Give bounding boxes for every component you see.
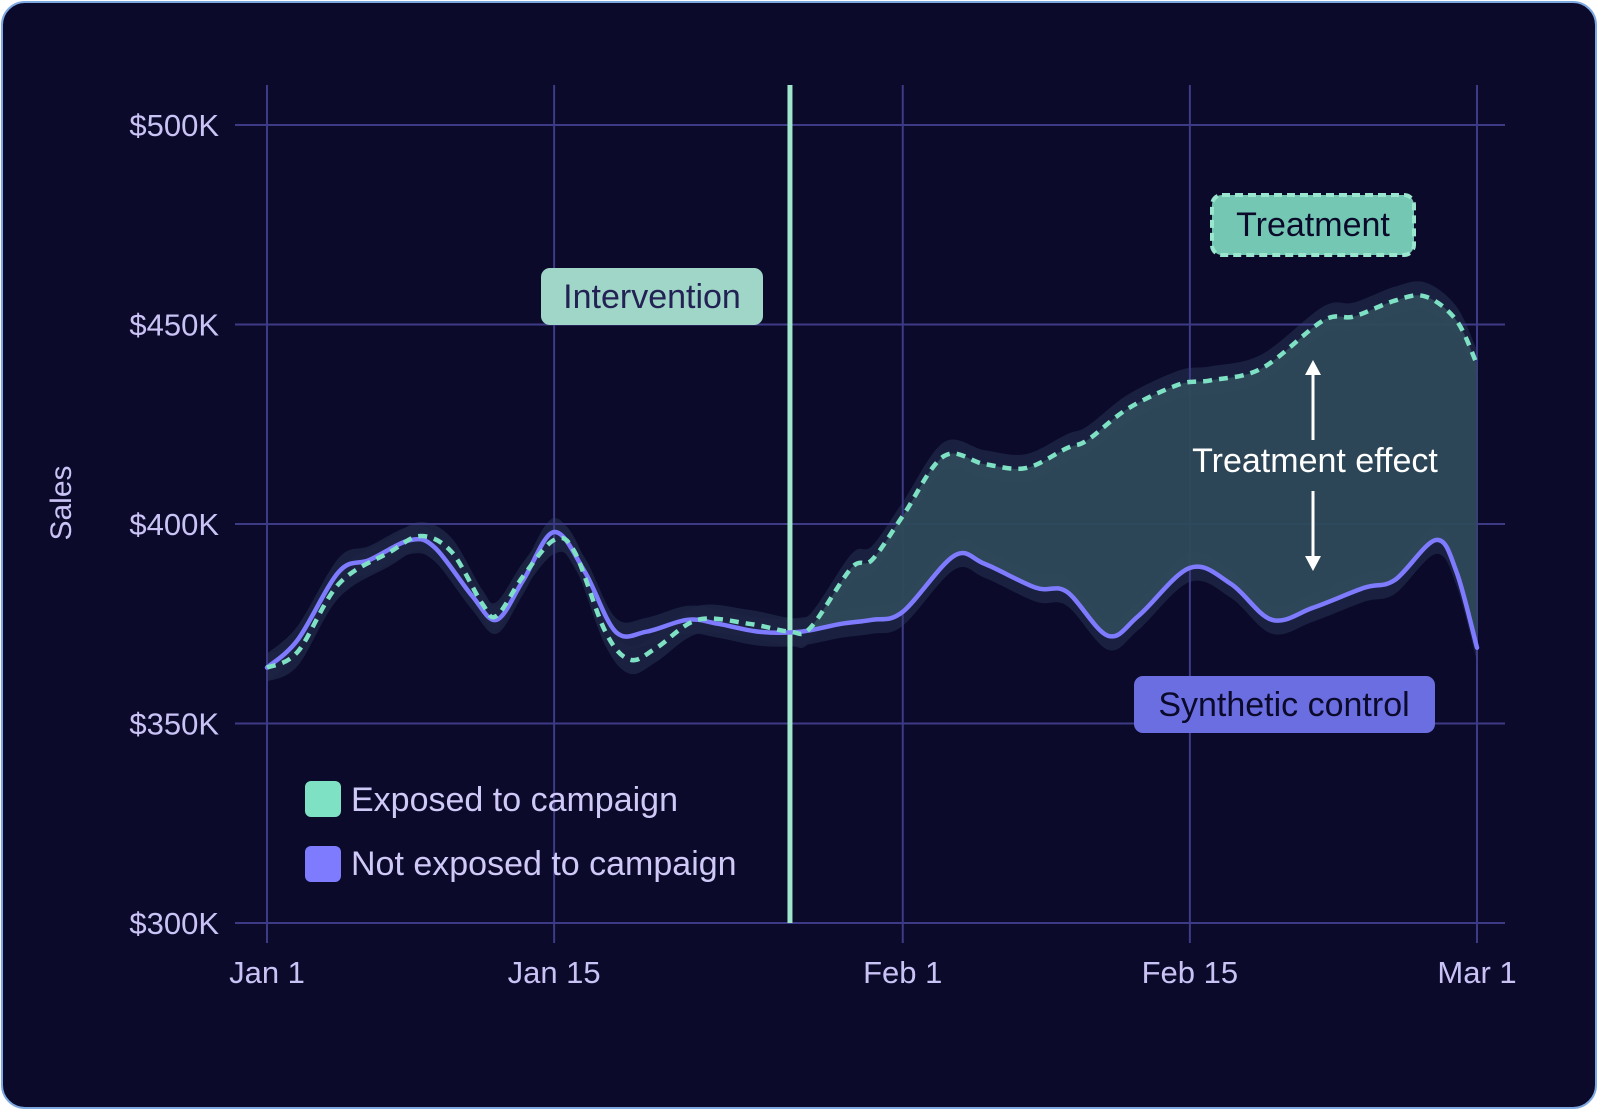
y-tick-label: $400K (129, 507, 219, 542)
chart-svg: $300K $350K $400K $450K $500K Jan 1 Jan 15 Feb … (45, 85, 1517, 990)
legend-swatch-not-exposed (305, 846, 341, 882)
treatment-label: Treatment (1236, 206, 1390, 244)
axes: Sales (45, 465, 78, 540)
intervention-label: Intervention (563, 278, 741, 316)
band-exposed (267, 281, 1477, 682)
treatment-effect-area (787, 85, 1477, 923)
y-tick-label: $300K (129, 906, 219, 941)
treatment-effect-label: Treatment effect (1192, 442, 1438, 480)
x-tick-label: Jan 1 (229, 955, 305, 990)
series-line-exposed (265, 293, 1480, 670)
treatment-effect-fill (790, 295, 1477, 648)
x-tick-label: Mar 1 (1437, 955, 1516, 990)
x-tick-label: Feb 15 (1142, 955, 1239, 990)
x-tick-label: Feb 1 (863, 955, 942, 990)
x-tick-label: Jan 15 (508, 955, 601, 990)
synthetic-control-label-box (1134, 676, 1435, 733)
annotations: Intervention Treatment Treatment effect … (541, 193, 1438, 733)
legend-swatch-exposed (305, 781, 341, 817)
intervention-label-box (541, 268, 763, 325)
confidence-bands (267, 281, 1477, 682)
treatment-effect-up-arrowhead (1305, 360, 1321, 375)
y-tick-label: $450K (129, 308, 219, 343)
legend-label-not-exposed: Not exposed to campaign (351, 845, 737, 883)
treatment-label-box (1210, 193, 1416, 257)
synthetic-control-label: Synthetic control (1158, 686, 1409, 724)
band-not-exposed (267, 517, 1477, 682)
series-line-not-exposed (264, 529, 1480, 670)
legend-label-exposed: Exposed to campaign (351, 781, 678, 819)
treatment-effect-down-arrowhead (1305, 556, 1321, 571)
grid: $300K $350K $400K $450K $500K Jan 1 Jan 15 Feb … (129, 85, 1517, 990)
y-tick-label: $500K (129, 108, 219, 143)
y-axis-label: Sales (45, 465, 78, 540)
y-tick-label: $350K (129, 707, 219, 742)
legend: Exposed to campaign Not exposed to campa… (305, 781, 737, 883)
series-lines (264, 293, 1480, 670)
